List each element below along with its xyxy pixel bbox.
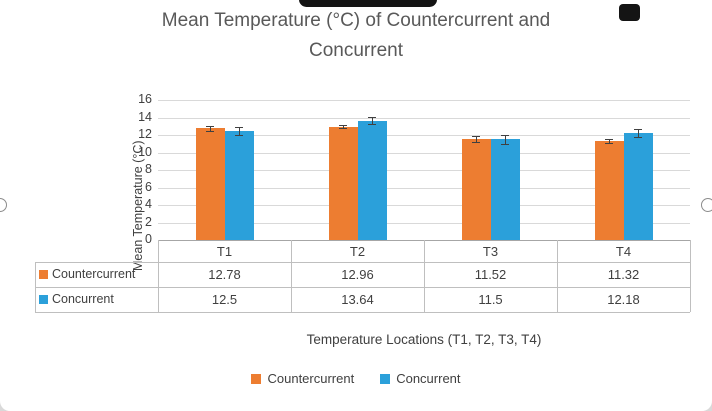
bar-concurrent-t2[interactable] bbox=[357, 120, 387, 240]
error-bar-cap-bottom bbox=[368, 124, 376, 126]
error-bar-cap-top bbox=[206, 125, 214, 127]
x-axis-title[interactable]: Temperature Locations (T1, T2, T3, T4) bbox=[306, 332, 542, 347]
error-bar-cap-bottom bbox=[339, 128, 347, 130]
error-bar bbox=[638, 129, 639, 138]
bar-concurrent-t3[interactable] bbox=[490, 139, 520, 240]
gridline bbox=[158, 100, 690, 101]
gridline bbox=[158, 152, 690, 154]
table-border bbox=[35, 262, 690, 263]
y-tick-label: 4 bbox=[145, 197, 152, 211]
legend-key-icon bbox=[251, 373, 262, 384]
table-legend-key bbox=[39, 295, 48, 304]
cropped-toolbar-fragment bbox=[299, 0, 437, 7]
error-bar-cap-top bbox=[235, 126, 243, 128]
table-value: 11.5 bbox=[478, 292, 503, 307]
error-bar bbox=[372, 117, 373, 125]
bar-concurrent-t4[interactable] bbox=[623, 133, 653, 240]
legend-key-icon bbox=[380, 373, 391, 384]
legend-item-countercurrent[interactable]: Countercurrent bbox=[251, 371, 354, 386]
error-bar-cap-bottom bbox=[605, 142, 613, 144]
error-bar bbox=[476, 136, 477, 143]
bar-countercurrent-t2[interactable] bbox=[328, 126, 358, 240]
error-bar bbox=[239, 126, 240, 135]
table-border bbox=[291, 240, 292, 312]
cropped-button-fragment bbox=[619, 4, 640, 21]
table-value: 11.52 bbox=[474, 267, 507, 282]
error-bar-cap-top bbox=[339, 124, 347, 126]
bar-countercurrent-t3[interactable] bbox=[461, 139, 491, 240]
table-value: 11.32 bbox=[607, 267, 640, 282]
bar-countercurrent-t1[interactable] bbox=[195, 128, 225, 240]
table-series-label: Countercurrent bbox=[52, 267, 136, 281]
category-label: T4 bbox=[615, 244, 632, 259]
error-bar-cap-bottom bbox=[235, 134, 243, 136]
error-bar bbox=[343, 124, 344, 129]
chart-legend[interactable]: Countercurrent Concurrent bbox=[0, 371, 712, 386]
error-bar-cap-top bbox=[472, 136, 480, 138]
y-tick-label: 10 bbox=[138, 144, 152, 159]
bar-concurrent-t1[interactable] bbox=[224, 130, 254, 240]
error-bar bbox=[210, 125, 211, 131]
error-bar-cap-bottom bbox=[634, 137, 642, 139]
error-bar-cap-bottom bbox=[206, 130, 214, 132]
y-tick-label: 8 bbox=[145, 162, 152, 176]
y-tick-label: 6 bbox=[145, 179, 152, 194]
error-bar-cap-top bbox=[605, 139, 613, 141]
table-border bbox=[424, 240, 425, 312]
error-bar bbox=[505, 134, 506, 145]
chart-title[interactable]: Mean Temperature (°C) of Countercurrent … bbox=[161, 10, 551, 62]
category-label: T3 bbox=[482, 244, 499, 259]
gridline bbox=[158, 135, 690, 136]
gridline bbox=[158, 170, 690, 171]
gridline bbox=[158, 205, 690, 206]
y-tick-label: 2 bbox=[145, 214, 152, 229]
gridline bbox=[158, 187, 690, 189]
y-tick-label: 14 bbox=[138, 109, 152, 124]
table-series-label: Concurrent bbox=[52, 292, 114, 306]
table-value: 12.18 bbox=[607, 292, 640, 307]
y-tick-label: 16 bbox=[138, 92, 152, 106]
table-value: 12.5 bbox=[211, 292, 238, 307]
error-bar-cap-bottom bbox=[501, 144, 509, 146]
error-bar-cap-bottom bbox=[472, 142, 480, 144]
y-tick-label: 12 bbox=[138, 127, 152, 141]
table-border bbox=[158, 240, 159, 312]
legend-label: Concurrent bbox=[396, 371, 461, 386]
y-tick-label: 0 bbox=[145, 232, 152, 246]
table-border bbox=[690, 240, 691, 312]
gridline bbox=[158, 222, 690, 224]
table-border bbox=[35, 312, 690, 313]
table-value: 13.64 bbox=[341, 292, 374, 307]
table-value: 12.96 bbox=[341, 267, 374, 282]
table-legend-key bbox=[39, 270, 48, 279]
error-bar-cap-top bbox=[634, 129, 642, 131]
legend-label: Countercurrent bbox=[267, 371, 355, 386]
resize-handle-right[interactable] bbox=[701, 198, 712, 212]
gridline bbox=[158, 117, 690, 119]
legend-item-concurrent[interactable]: Concurrent bbox=[380, 371, 461, 386]
error-bar-cap-top bbox=[368, 117, 376, 119]
error-bar bbox=[609, 139, 610, 143]
error-bar-cap-top bbox=[501, 134, 509, 136]
table-value: 12.78 bbox=[208, 267, 241, 282]
category-label: T1 bbox=[216, 244, 233, 259]
table-border bbox=[557, 240, 558, 312]
bar-countercurrent-t4[interactable] bbox=[594, 140, 624, 240]
table-border bbox=[35, 287, 690, 288]
category-label: T2 bbox=[349, 244, 366, 259]
